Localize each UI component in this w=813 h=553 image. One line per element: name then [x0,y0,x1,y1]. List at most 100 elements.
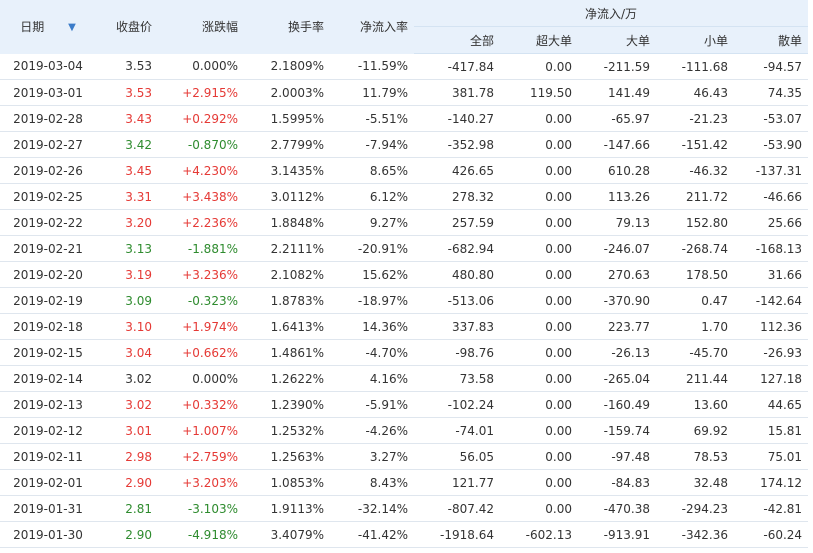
header-large[interactable]: 大单 [578,26,656,54]
cell-retail: 15.81 [734,417,809,444]
cell-date: 2019-02-28 [0,105,96,132]
cell-super-large: 0.00 [500,391,578,418]
cell-total: 56.05 [414,443,500,470]
cell-retail: -53.90 [734,131,809,158]
cell-super-large: 0.00 [500,131,578,158]
cell-change: +4.230% [158,157,244,184]
cell-small: -111.68 [656,53,734,80]
cell-close: 3.20 [96,209,158,236]
cell-change: -4.918% [158,521,244,548]
cell-super-large: 119.50 [500,79,578,106]
cell-super-large: -602.13 [500,521,578,548]
cell-close: 3.42 [96,131,158,158]
header-total[interactable]: 全部 [414,26,500,54]
cell-small: -45.70 [656,339,734,366]
table-row: 2019-02-25 3.31 +3.438% 3.0112% 6.12% 278.32 0… [0,183,809,210]
cell-super-large: 0.00 [500,339,578,366]
cell-close: 2.90 [96,521,158,548]
table-row: 2019-03-01 3.53 +2.915% 2.0003% 11.79% 381.78… [0,79,809,106]
cell-date: 2019-02-12 [0,417,96,444]
table-row: 2019-02-13 3.02 +0.332% 1.2390% -5.91% -102.2… [0,391,809,418]
cell-close: 2.81 [96,495,158,522]
cell-turnover: 3.4079% [244,521,330,548]
table-row: 2019-02-26 3.45 +4.230% 3.1435% 8.65% 426.65 0… [0,157,809,184]
cell-total: -807.42 [414,495,500,522]
cell-close: 3.45 [96,157,158,184]
cell-retail: -42.81 [734,495,809,522]
header-net-inflow-rate[interactable]: 净流入率 [330,0,414,54]
header-close[interactable]: 收盘价 [96,0,158,54]
cell-date: 2019-02-11 [0,443,96,470]
cell-retail: -53.07 [734,105,809,132]
cell-change: +2.915% [158,79,244,106]
table-row: 2019-02-28 3.43 +0.292% 1.5995% -5.51% -140.2… [0,105,809,132]
cell-date: 2019-02-15 [0,339,96,366]
cell-large: -913.91 [578,521,656,548]
cell-change: +0.332% [158,391,244,418]
header-turnover[interactable]: 换手率 [244,0,330,54]
table-row: 2019-02-11 2.98 +2.759% 1.2563% 3.27% 56.05 0.… [0,443,809,470]
cell-change: -3.103% [158,495,244,522]
header-date[interactable]: 日期 ▼ [0,0,96,54]
cell-super-large: 0.00 [500,287,578,314]
table-row: 2019-02-12 3.01 +1.007% 1.2532% -4.26% -74.01… [0,417,809,444]
cell-total: -352.98 [414,131,500,158]
cell-turnover: 1.8783% [244,287,330,314]
cell-change: +3.236% [158,261,244,288]
cell-super-large: 0.00 [500,157,578,184]
cell-total: 480.80 [414,261,500,288]
cell-date: 2019-02-22 [0,209,96,236]
cell-change: +0.292% [158,105,244,132]
cell-close: 3.02 [96,365,158,392]
header-retail[interactable]: 散单 [734,26,809,54]
cell-close: 3.13 [96,235,158,262]
cell-large: 223.77 [578,313,656,340]
table-row: 2019-02-01 2.90 +3.203% 1.0853% 8.43% 121.77 0… [0,469,809,496]
cell-large: -147.66 [578,131,656,158]
cell-turnover: 1.8848% [244,209,330,236]
cell-change: +0.662% [158,339,244,366]
cell-large: -97.48 [578,443,656,470]
cell-change: 0.000% [158,53,244,80]
arrow-down-icon[interactable]: ▼ [68,22,76,34]
cell-net-inflow-rate: 8.65% [330,157,414,184]
table-row: 2019-02-21 3.13 -1.881% 2.2111% -20.91% -682.… [0,235,809,262]
cell-net-inflow-rate: -5.51% [330,105,414,132]
cell-net-inflow-rate: -20.91% [330,235,414,262]
cell-turnover: 2.1809% [244,53,330,80]
cell-net-inflow-rate: 8.43% [330,469,414,496]
cell-large: -265.04 [578,365,656,392]
header-super-large[interactable]: 超大单 [500,26,578,54]
table-row: 2019-02-20 3.19 +3.236% 2.1082% 15.62% 480.80… [0,261,809,288]
table-body: 2019-03-04 3.53 0.000% 2.1809% -11.59% -417.8… [0,53,809,548]
cell-date: 2019-01-30 [0,521,96,548]
cell-change: 0.000% [158,365,244,392]
cell-net-inflow-rate: 9.27% [330,209,414,236]
cell-super-large: 0.00 [500,313,578,340]
cell-turnover: 3.0112% [244,183,330,210]
cell-small: 32.48 [656,469,734,496]
cell-total: 426.65 [414,157,500,184]
cell-close: 3.43 [96,105,158,132]
cell-large: -65.97 [578,105,656,132]
table-row: 2019-02-18 3.10 +1.974% 1.6413% 14.36% 337.83… [0,313,809,340]
cell-net-inflow-rate: 3.27% [330,443,414,470]
cell-turnover: 2.1082% [244,261,330,288]
cell-retail: 74.35 [734,79,809,106]
table-row: 2019-01-31 2.81 -3.103% 1.9113% -32.14% -807.… [0,495,809,522]
cell-super-large: 0.00 [500,183,578,210]
header-change[interactable]: 涨跌幅 [158,0,244,54]
cell-total: -417.84 [414,53,500,80]
cell-retail: 44.65 [734,391,809,418]
cell-total: 257.59 [414,209,500,236]
cell-retail: -26.93 [734,339,809,366]
cell-retail: 112.36 [734,313,809,340]
cell-super-large: 0.00 [500,209,578,236]
cell-close: 3.04 [96,339,158,366]
header-small[interactable]: 小单 [656,26,734,54]
cell-date: 2019-02-26 [0,157,96,184]
cell-turnover: 1.0853% [244,469,330,496]
header-date-label: 日期 [20,20,45,35]
cell-total: -102.24 [414,391,500,418]
cell-total: 337.83 [414,313,500,340]
